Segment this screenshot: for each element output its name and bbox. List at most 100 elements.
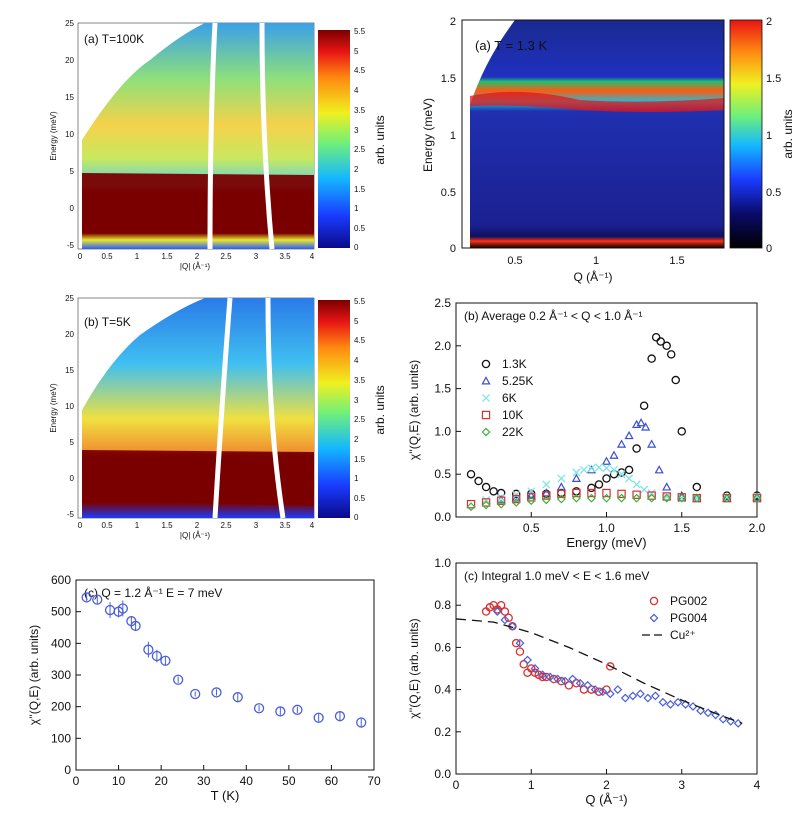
y-axis-label: Energy (meV) (421, 98, 435, 172)
data-point (650, 691, 660, 701)
x-tick-label: 0.5 (523, 521, 540, 535)
y-tick-label: 200 (51, 700, 71, 714)
x-tick-label: 1 (528, 778, 535, 792)
data-point (482, 495, 491, 504)
data-point (560, 676, 570, 686)
y-tick-label: 600 (51, 573, 71, 587)
cbar-tick: 2 (354, 435, 359, 444)
x-tick: 0 (78, 521, 83, 530)
data-point (497, 494, 506, 503)
data-point (662, 482, 672, 491)
x-tick: 1 (135, 252, 140, 261)
cbar-tick: 0 (354, 243, 359, 252)
data-point (635, 689, 645, 699)
plot-title: (c) Q = 1.2 Å⁻¹ E = 7 meV (84, 585, 222, 600)
x-tick-label: 4 (754, 778, 761, 792)
cbar-tick: 2 (354, 165, 359, 174)
data-point (313, 712, 324, 723)
data-point (130, 620, 141, 632)
x-tick: 3.5 (279, 252, 291, 261)
x-tick: 3.5 (279, 521, 291, 530)
x-axis-label: Q (Å⁻¹) (585, 792, 627, 807)
cbar-tick: 4 (354, 86, 359, 95)
y-tick-label: 1.0 (434, 556, 451, 570)
y-tick-label: 0.0 (434, 510, 451, 524)
colorbar-label: arb. units (373, 385, 387, 434)
data-point (662, 492, 671, 501)
x-tick: 1 (135, 521, 140, 530)
series-data (81, 592, 367, 728)
data-point (609, 465, 619, 474)
plot-title: (c) Integral 1.0 meV < E < 1.6 meV (464, 569, 649, 583)
data-point (649, 613, 659, 623)
x-tick: 3 (254, 521, 259, 530)
data-point (500, 615, 510, 625)
data-point (696, 706, 706, 716)
data-point (526, 496, 536, 506)
cbar-tick: 3.5 (354, 376, 366, 385)
data-point (557, 489, 566, 499)
data-point (511, 494, 521, 504)
x-tick: 0.5 (101, 521, 113, 530)
colorbar-a (318, 30, 350, 248)
y-tick-label: 2.0 (434, 339, 451, 353)
x-tick-label: 20 (154, 774, 168, 788)
data-point (624, 465, 634, 475)
data-point (617, 493, 626, 503)
cbar-tick: 0.5 (354, 494, 366, 503)
data-point (649, 596, 659, 606)
plot-title: (b) Average 0.2 Å⁻¹ < Q < 1.0 Å⁻¹ (464, 308, 643, 323)
data-point (647, 493, 657, 503)
data-point (117, 603, 128, 614)
data-point (466, 499, 476, 509)
data-point (515, 647, 525, 656)
data-point (572, 488, 581, 498)
data-point (609, 450, 619, 459)
data-point (511, 489, 521, 499)
plot-temperature: 0 100 200 300 400 500 600 0 10 20 30 40 50 60 70 T (K) χ… (27, 573, 381, 803)
legend-label: Cu²⁺ (670, 628, 696, 642)
cbar-tick: 1 (354, 474, 359, 483)
data-point (602, 493, 611, 503)
x-tick: 2 (195, 252, 200, 261)
x-tick: 3 (254, 252, 259, 261)
y-tick-label: 1.0 (434, 424, 451, 438)
data-point (651, 332, 661, 342)
y-tick-label: 0.5 (434, 467, 451, 481)
heatmap-b-5K: (b) T=5K 25 20 15 10 5 0 -5 0 0.5 1 1.5 … (49, 294, 387, 540)
x-tick-label: 2.0 (749, 521, 766, 535)
data-point (605, 689, 615, 699)
colorbar-label: arb. units (781, 109, 795, 158)
x-axis-label: |Q| (Å⁻¹) (180, 531, 210, 540)
data-point (658, 697, 668, 707)
y-axis-label: χ''(Q,E) (arb. units) (407, 360, 421, 460)
data-point (481, 482, 491, 492)
plot-frame (75, 579, 375, 771)
data-point (356, 717, 367, 728)
x-tick-label: 1.5 (673, 521, 690, 535)
data-point (556, 494, 566, 504)
data-point (143, 644, 154, 655)
data-point (616, 439, 627, 448)
legend-label: 1.3K (502, 357, 527, 371)
cbar-tick: 0 (354, 513, 359, 522)
data-point (692, 493, 702, 503)
x-tick: 4 (310, 521, 315, 530)
series-6K: 6K (481, 391, 762, 504)
y-tick: 15 (65, 366, 74, 375)
data-point (647, 439, 657, 448)
data-point (253, 703, 265, 714)
data-point (671, 375, 680, 385)
data-point (481, 376, 491, 385)
cbar-tick: 1.5 (354, 455, 366, 464)
plot-frame (455, 562, 758, 775)
x-tick-label: 10 (112, 774, 126, 788)
data-point (602, 464, 611, 473)
data-point (656, 337, 665, 346)
data-point (673, 697, 683, 707)
data-point (632, 480, 641, 489)
data-point (481, 500, 491, 510)
y-tick: 25 (65, 294, 74, 303)
y-tick-label: 1.5 (434, 382, 451, 396)
